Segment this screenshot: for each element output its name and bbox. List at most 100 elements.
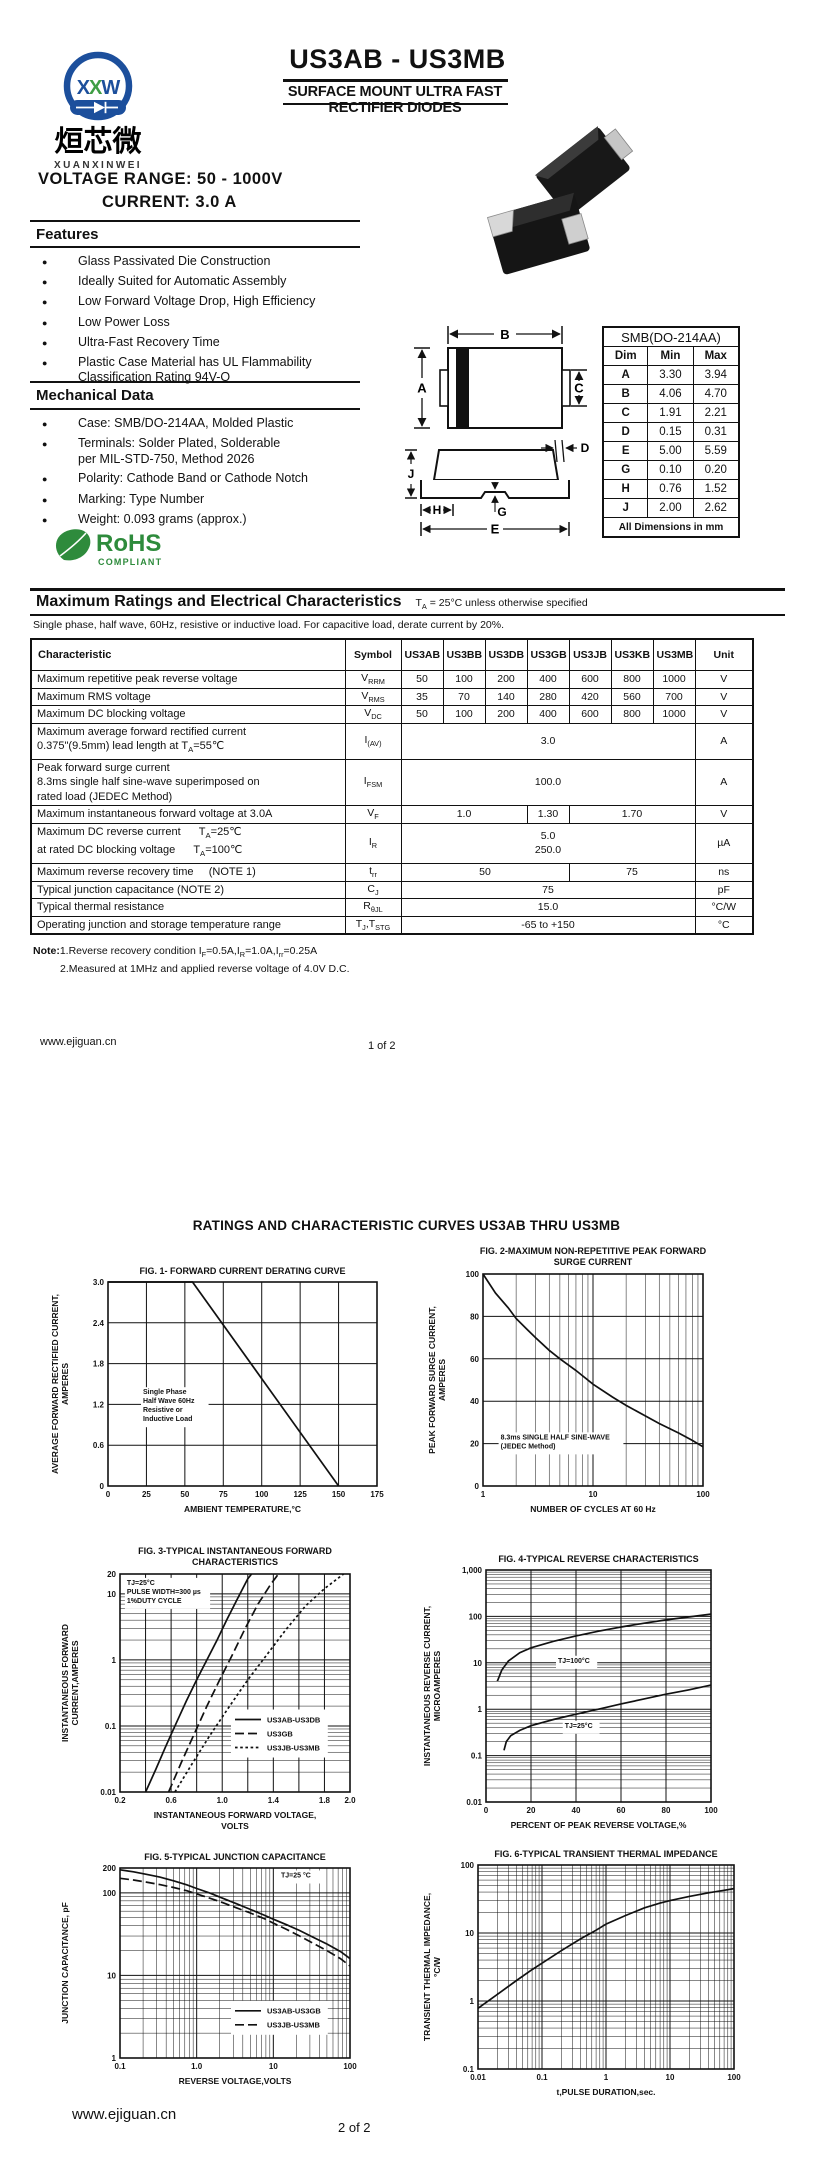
svg-text:Inductive Load: Inductive Load bbox=[143, 1416, 192, 1423]
mechanical-rule-bottom bbox=[30, 408, 360, 410]
svg-text:2.0: 2.0 bbox=[344, 1796, 356, 1805]
svg-text:100: 100 bbox=[727, 2073, 741, 2082]
dim-table-footer: All Dimensions in mm bbox=[602, 517, 740, 538]
notes-block: Note:1.Reverse recovery condition IF=0.5… bbox=[33, 944, 350, 976]
subtitle-rule bbox=[283, 103, 508, 105]
curves-page-title: RATINGS AND CHARACTERISTIC CURVES US3AB … bbox=[192, 1218, 621, 1233]
svg-text:1: 1 bbox=[478, 1705, 483, 1714]
svg-text:100: 100 bbox=[704, 1806, 718, 1815]
svg-text:0.01: 0.01 bbox=[100, 1788, 116, 1797]
voltage-range: VOLTAGE RANGE: 50 - 1000V bbox=[38, 170, 283, 188]
ratings-row: Typical junction capacitance (NOTE 2) CJ 7… bbox=[30, 880, 754, 900]
bullet-icon: ● bbox=[42, 257, 48, 267]
svg-text:PULSE WIDTH=300 µs: PULSE WIDTH=300 µs bbox=[127, 1589, 201, 1596]
svg-text:TJ=25°C: TJ=25°C bbox=[127, 1579, 155, 1587]
diode-symbol-icon bbox=[76, 101, 118, 114]
svg-text:40: 40 bbox=[470, 1397, 479, 1406]
ratings-rule-bottom bbox=[30, 614, 785, 616]
fig5-junction-capacitance-chart: 0.1 1.0 10 100 1 10 100 200 FIG. 5-TYPICAL JUNCT… bbox=[60, 1852, 357, 2086]
dim-row: E 5.00 5.59 bbox=[602, 441, 740, 461]
svg-text:1.8: 1.8 bbox=[93, 1360, 105, 1369]
svg-text:1: 1 bbox=[112, 2054, 117, 2063]
svg-text:0.6: 0.6 bbox=[166, 1796, 178, 1805]
svg-text:TRANSIENT THERMAL IMPEDANCE,: TRANSIENT THERMAL IMPEDANCE, bbox=[422, 1893, 432, 2041]
doc-subtitle: SURFACE MOUNT ULTRA FAST RECTIFIER DIODE… bbox=[287, 84, 503, 116]
page-number: 2 of 2 bbox=[338, 2120, 371, 2135]
svg-text:0: 0 bbox=[100, 1482, 105, 1491]
current-rating: CURRENT: 3.0 A bbox=[102, 193, 237, 211]
feature-item: ● Plastic Case Material has UL Flammabili… bbox=[42, 354, 312, 385]
logo-cn-name: 烜芯微 bbox=[54, 125, 141, 158]
svg-text:SURGE CURRENT: SURGE CURRENT bbox=[554, 1257, 633, 1267]
website-link[interactable]: www.ejiguan.cn bbox=[40, 1036, 117, 1048]
title-rule bbox=[283, 79, 508, 82]
svg-text:0.1: 0.1 bbox=[105, 1722, 117, 1731]
svg-text:0.6: 0.6 bbox=[93, 1441, 105, 1450]
svg-text:1%DUTY CYCLE: 1%DUTY CYCLE bbox=[127, 1598, 182, 1605]
svg-text:100: 100 bbox=[461, 1861, 475, 1870]
svg-text:VOLTS: VOLTS bbox=[221, 1821, 249, 1831]
svg-text:TJ=100°C: TJ=100°C bbox=[558, 1657, 590, 1665]
svg-text:20: 20 bbox=[527, 1806, 536, 1815]
svg-text:20: 20 bbox=[107, 1570, 116, 1579]
page-number: 1 of 2 bbox=[368, 1040, 396, 1052]
ratings-row: Maximum reverse recovery time (NOTE 1) tr… bbox=[30, 863, 754, 882]
svg-text:TJ=25 °C: TJ=25 °C bbox=[281, 1872, 311, 1880]
dim-row: D 0.15 0.31 bbox=[602, 422, 740, 442]
feature-item: ● Glass Passivated Die Construction bbox=[42, 254, 271, 268]
website-link[interactable]: www.ejiguan.cn bbox=[72, 2106, 177, 2123]
feature-item: ● Ideally Suited for Automatic Assembly bbox=[42, 274, 287, 289]
svg-text:CHARACTERISTICS: CHARACTERISTICS bbox=[192, 1557, 278, 1567]
svg-text:1.0: 1.0 bbox=[191, 2062, 203, 2071]
features-rule-bottom bbox=[30, 246, 360, 248]
svg-text:10: 10 bbox=[589, 1490, 598, 1499]
rohs-word: RoHS bbox=[96, 530, 161, 557]
svg-text:Half Wave 60Hz: Half Wave 60Hz bbox=[143, 1398, 195, 1405]
svg-text:10: 10 bbox=[269, 2062, 278, 2071]
smd-package-bottom bbox=[486, 192, 590, 275]
fig2-peak-forward-surge-chart: 1 10 100 0 20 40 60 80 100 FIG. 2-MAXIMUM NON-REP… bbox=[427, 1246, 710, 1514]
svg-text:PEAK FORWARD SURGE CURRENT,: PEAK FORWARD SURGE CURRENT, bbox=[427, 1306, 437, 1454]
svg-text:100: 100 bbox=[466, 1270, 480, 1279]
ratings-row: Maximum RMS voltage VRMS 35 70 140 280 420 560 7… bbox=[30, 687, 754, 706]
svg-text:FIG. 4-TYPICAL REVERSE CHARACT: FIG. 4-TYPICAL REVERSE CHARACTERISTICS bbox=[498, 1554, 698, 1564]
svg-text:US3JB-US3MB: US3JB-US3MB bbox=[267, 2021, 321, 2030]
mechanical-item: ● Terminals: Solder Plated, Solderable per… bbox=[42, 436, 281, 466]
dim-label-e: E bbox=[491, 522, 500, 537]
svg-text:125: 125 bbox=[293, 1490, 307, 1499]
ratings-condition: TA = 25°C unless otherwise specified bbox=[415, 597, 588, 612]
svg-text:1: 1 bbox=[481, 1490, 486, 1499]
rohs-compliant: COMPLIANT bbox=[98, 557, 162, 567]
svg-text:40: 40 bbox=[572, 1806, 581, 1815]
svg-text:100: 100 bbox=[696, 1490, 710, 1499]
svg-text:INSTANTANEOUS FORWARD: INSTANTANEOUS FORWARD bbox=[60, 1624, 70, 1742]
svg-text:1: 1 bbox=[470, 1997, 475, 2006]
svg-text:1: 1 bbox=[112, 1656, 117, 1665]
features-list: ● Glass Passivated Die Construction ● Ideal… bbox=[30, 254, 370, 390]
svg-text:0.1: 0.1 bbox=[471, 1752, 483, 1761]
page-title: US3AB - US3MB bbox=[289, 44, 506, 74]
svg-text:175: 175 bbox=[370, 1490, 384, 1499]
ratings-subnote: Single phase, half wave, 60Hz, resistive… bbox=[33, 619, 504, 631]
bullet-icon: ● bbox=[42, 337, 48, 348]
dim-row: G 0.10 0.20 bbox=[602, 460, 740, 480]
svg-text:1.0: 1.0 bbox=[217, 1796, 229, 1805]
svg-text:0.1: 0.1 bbox=[536, 2073, 548, 2082]
dim-row: H 0.76 1.52 bbox=[602, 479, 740, 499]
features-heading: Features bbox=[36, 226, 99, 243]
svg-text:FIG. 1- FORWARD CURRENT DERATI: FIG. 1- FORWARD CURRENT DERATING CURVE bbox=[139, 1266, 345, 1276]
svg-text:60: 60 bbox=[617, 1806, 626, 1815]
mechanical-item: ● Polarity: Cathode Band or Cathode Notch bbox=[42, 471, 308, 486]
svg-text:0: 0 bbox=[475, 1482, 480, 1491]
feature-item: ● Low Forward Voltage Drop, High Efficien… bbox=[42, 294, 316, 309]
dim-row: A 3.30 3.94 bbox=[602, 365, 740, 385]
mechanical-item: ● Case: SMB/DO-214AA, Molded Plastic bbox=[42, 416, 294, 430]
ratings-row: Maximum DC reverse current TA=25℃ at rate… bbox=[30, 822, 754, 865]
svg-text:75: 75 bbox=[219, 1490, 228, 1499]
svg-text:US3GB: US3GB bbox=[267, 1729, 293, 1738]
svg-text:AMPERES: AMPERES bbox=[437, 1359, 447, 1401]
package-topview-drawing: B A C bbox=[414, 326, 587, 429]
svg-text:0.1: 0.1 bbox=[114, 2062, 126, 2071]
dim-row: B 4.06 4.70 bbox=[602, 384, 740, 404]
